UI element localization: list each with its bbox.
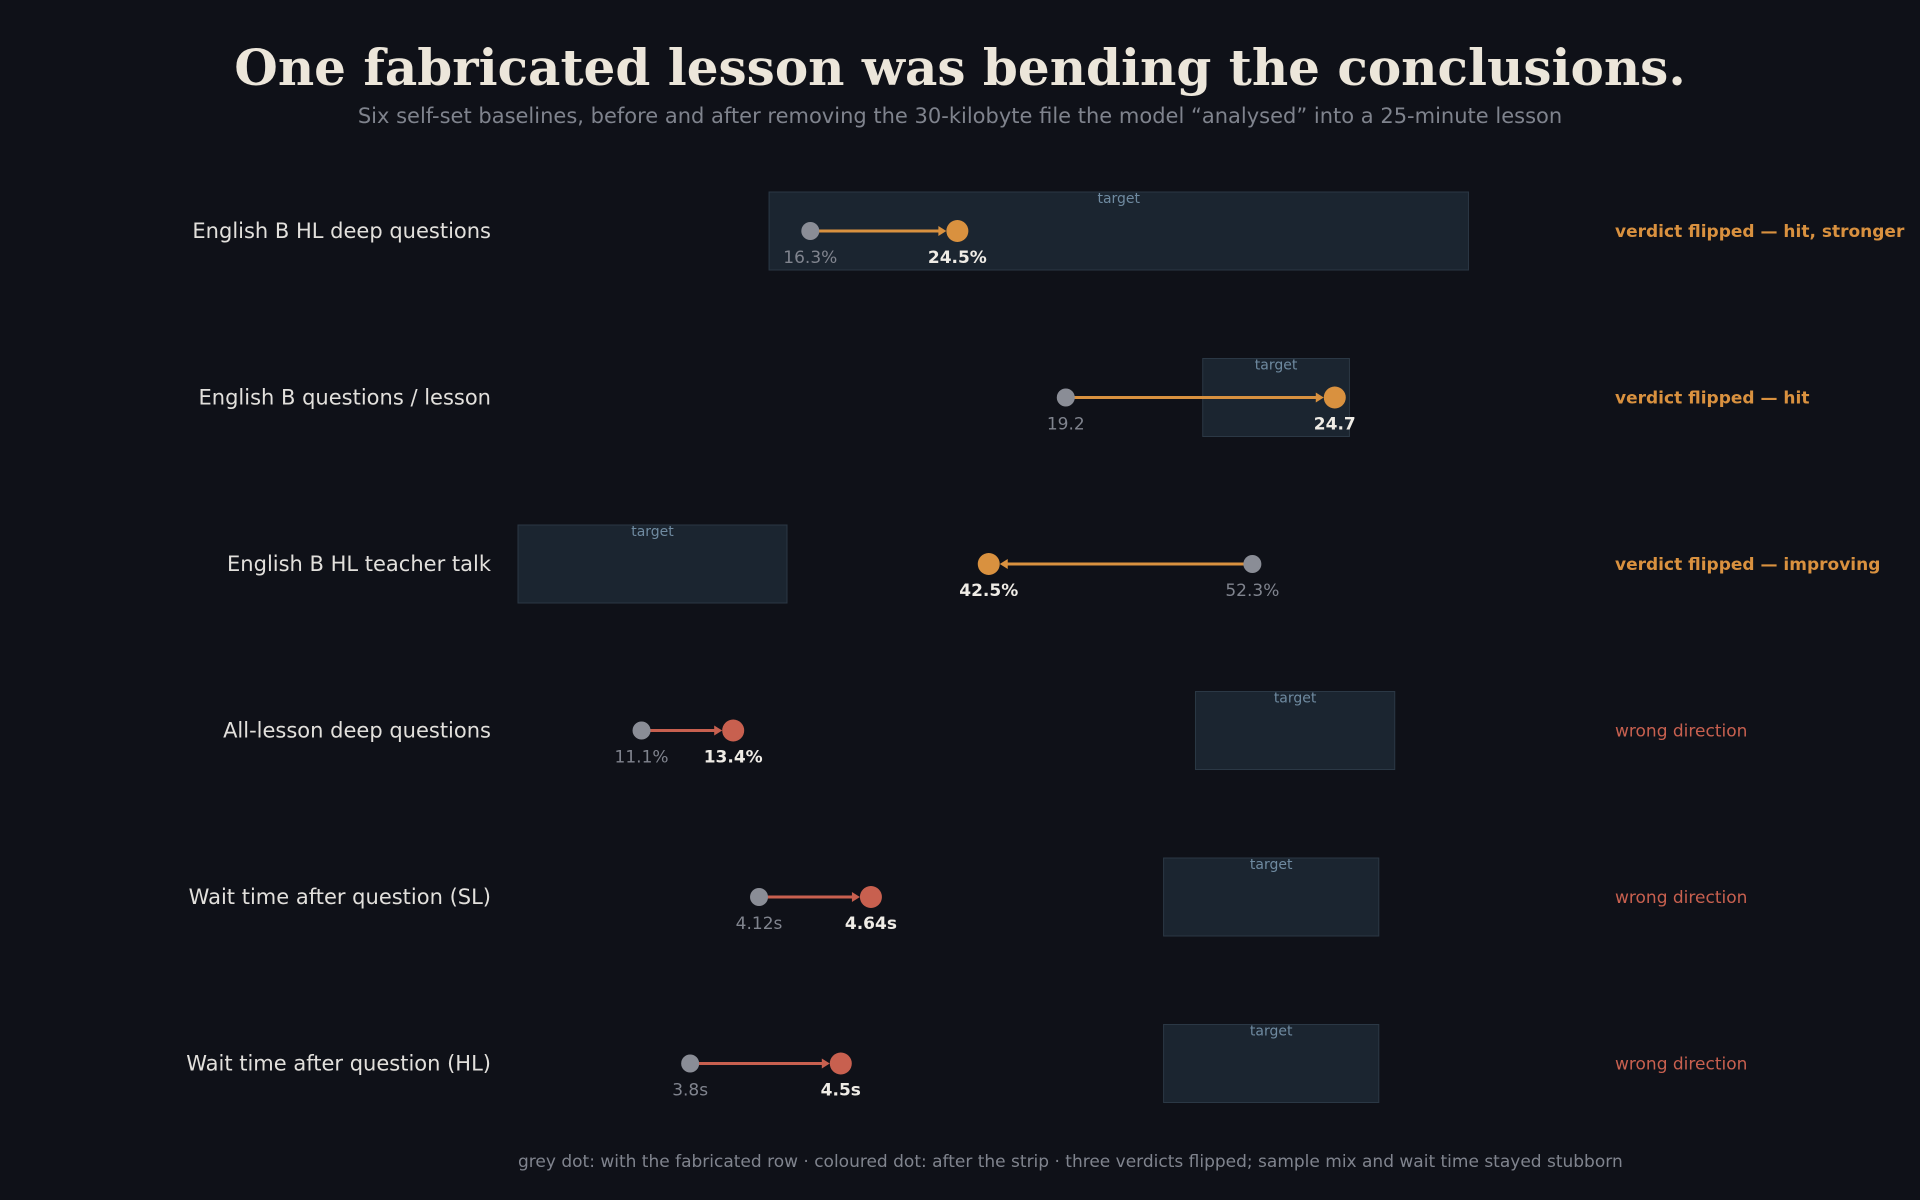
after-dot [1323, 386, 1346, 409]
before-value-label: 19.2 [1047, 415, 1085, 435]
change-arrowhead [1315, 392, 1324, 403]
before-dot [632, 721, 651, 740]
target-band [1163, 1024, 1380, 1103]
before-dot [801, 222, 820, 240]
before-dot [681, 1054, 700, 1073]
target-band [517, 524, 788, 604]
row-label: English B HL teacher talk [227, 552, 492, 576]
target-label: target [1255, 358, 1298, 374]
chart-title: One fabricated lesson was bending the co… [234, 38, 1686, 97]
after-dot [977, 553, 1000, 575]
target-label: target [1097, 191, 1140, 207]
before-value-label: 11.1% [615, 748, 669, 768]
before-value-label: 52.3% [1225, 581, 1279, 601]
change-arrowhead [714, 725, 723, 736]
verdict-label: verdict flipped — hit, stronger [1615, 222, 1905, 242]
chart-footnote: grey dot: with the fabricated row · colo… [518, 1152, 1623, 1172]
after-dot [829, 1052, 852, 1075]
after-dot [722, 719, 745, 742]
verdict-label: verdict flipped — hit [1615, 389, 1809, 409]
before-dot [750, 888, 769, 906]
after-value-label: 4.5s [821, 1081, 861, 1101]
after-value-label: 42.5% [959, 581, 1018, 601]
row-label: All-lesson deep questions [223, 719, 491, 743]
change-arrowhead [821, 1058, 830, 1069]
target-band [1163, 857, 1380, 937]
before-dot [1243, 555, 1262, 573]
before-value-label: 16.3% [783, 248, 837, 268]
verdict-label: wrong direction [1615, 888, 1747, 908]
target-label: target [1250, 1024, 1293, 1040]
target-label: target [1274, 691, 1317, 707]
after-value-label: 4.64s [845, 914, 897, 934]
verdict-label: wrong direction [1615, 1055, 1747, 1075]
verdict-label: verdict flipped — improving [1615, 555, 1880, 575]
after-value-label: 13.4% [704, 748, 763, 768]
target-label: target [1250, 857, 1293, 873]
before-value-label: 3.8s [672, 1081, 708, 1101]
after-value-label: 24.7 [1314, 415, 1356, 435]
before-dot [1056, 388, 1075, 407]
target-band [1194, 691, 1396, 770]
change-arrowhead [851, 892, 860, 902]
target-label: target [631, 524, 674, 540]
row-label: English B HL deep questions [192, 219, 491, 243]
change-arrowhead [938, 226, 947, 236]
before-value-label: 4.12s [736, 914, 783, 934]
after-value-label: 24.5% [928, 248, 987, 268]
change-arrowhead [999, 559, 1008, 569]
row-label: Wait time after question (SL) [189, 885, 491, 909]
row-label: English B questions / lesson [199, 386, 491, 410]
after-dot [859, 886, 882, 908]
row-label: Wait time after question (HL) [186, 1052, 491, 1076]
verdict-label: wrong direction [1615, 722, 1747, 742]
after-dot [946, 220, 969, 242]
chart-subtitle: Six self-set baselines, before and after… [357, 104, 1563, 128]
